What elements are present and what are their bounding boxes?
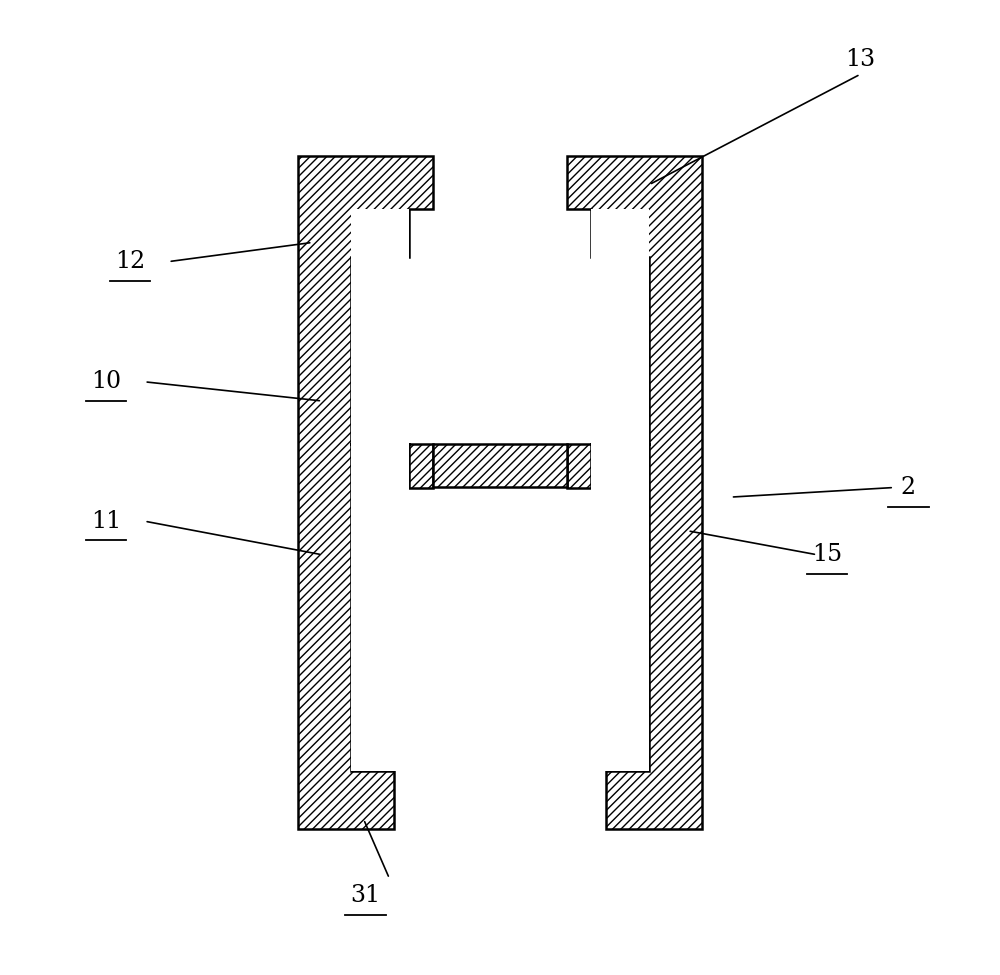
Text: 2: 2 xyxy=(901,476,916,499)
Bar xyxy=(591,209,649,256)
Bar xyxy=(351,256,409,445)
Bar xyxy=(591,256,649,445)
Bar xyxy=(591,445,649,771)
Bar xyxy=(433,445,567,488)
Text: 11: 11 xyxy=(91,510,121,532)
Bar xyxy=(351,445,409,771)
Text: 12: 12 xyxy=(115,251,145,273)
Polygon shape xyxy=(298,156,433,829)
Polygon shape xyxy=(567,156,702,829)
Text: 10: 10 xyxy=(91,370,121,393)
Text: 13: 13 xyxy=(845,49,875,71)
Text: 31: 31 xyxy=(350,884,381,908)
Bar xyxy=(351,209,409,256)
Text: 15: 15 xyxy=(812,543,842,566)
